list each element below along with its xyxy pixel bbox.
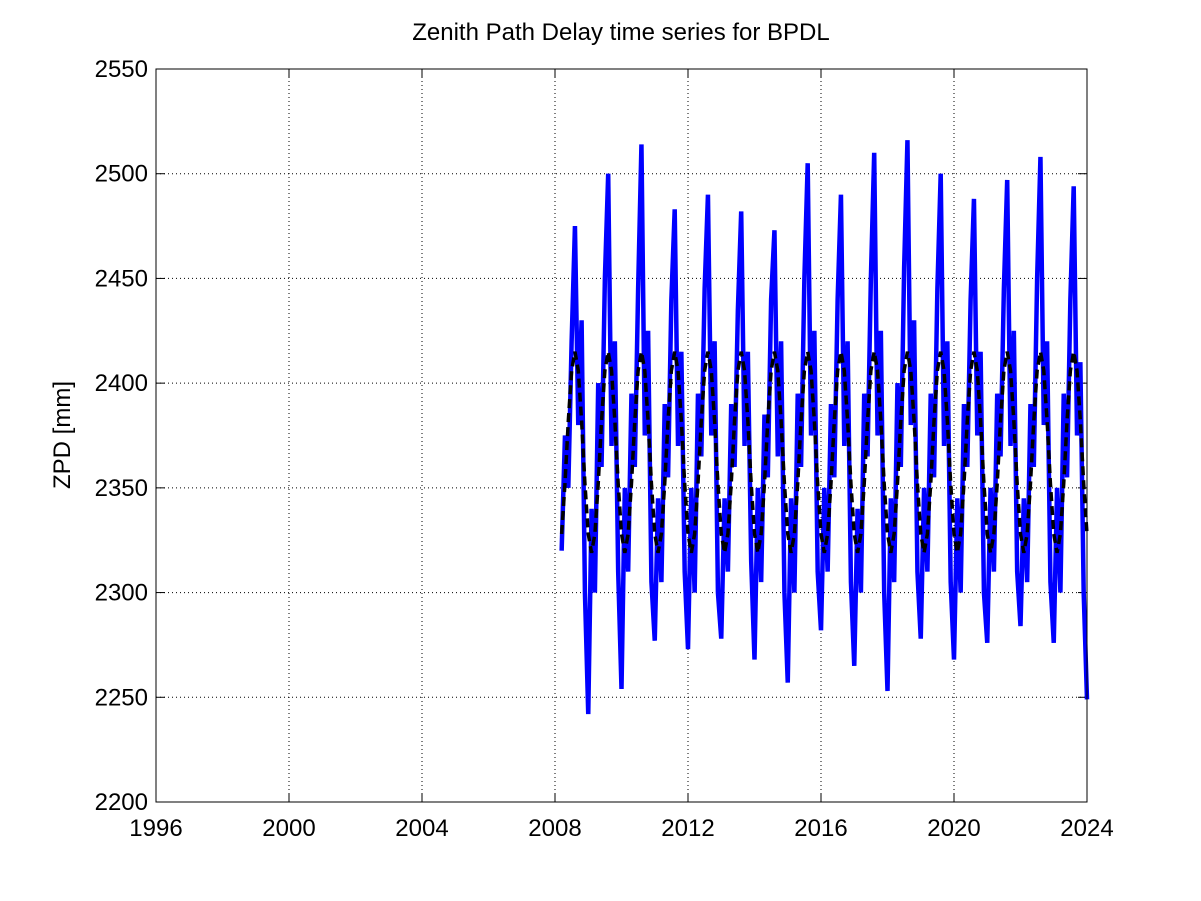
x-tick-label: 1996: [129, 815, 182, 842]
y-tick-label: 2400: [95, 370, 148, 397]
x-tick-label: 2000: [262, 815, 315, 842]
y-tick-label: 2500: [95, 161, 148, 188]
x-tick-label: 2024: [1060, 815, 1113, 842]
y-tick-label: 2300: [95, 580, 148, 607]
x-tick-label: 2016: [794, 815, 847, 842]
series-line: [559, 351, 1089, 554]
y-tick-label: 2200: [95, 789, 148, 816]
y-tick-label: 2550: [95, 56, 148, 83]
y-tick-label: 2350: [95, 475, 148, 502]
x-tick-label: 2012: [661, 815, 714, 842]
y-tick-label: 2250: [95, 684, 148, 711]
x-tick-label: 2008: [528, 815, 581, 842]
chart-title: Zenith Path Delay time series for BPDL: [412, 19, 830, 46]
x-tick-label: 2020: [927, 815, 980, 842]
axes-box: [155, 68, 1088, 803]
y-tick-label: 2450: [95, 265, 148, 292]
y-axis-label: ZPD [mm]: [49, 381, 76, 489]
x-tick-label: 2004: [395, 815, 448, 842]
